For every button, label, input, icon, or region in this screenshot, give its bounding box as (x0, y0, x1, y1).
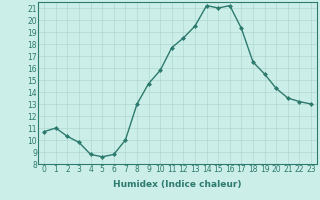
X-axis label: Humidex (Indice chaleur): Humidex (Indice chaleur) (113, 180, 242, 189)
